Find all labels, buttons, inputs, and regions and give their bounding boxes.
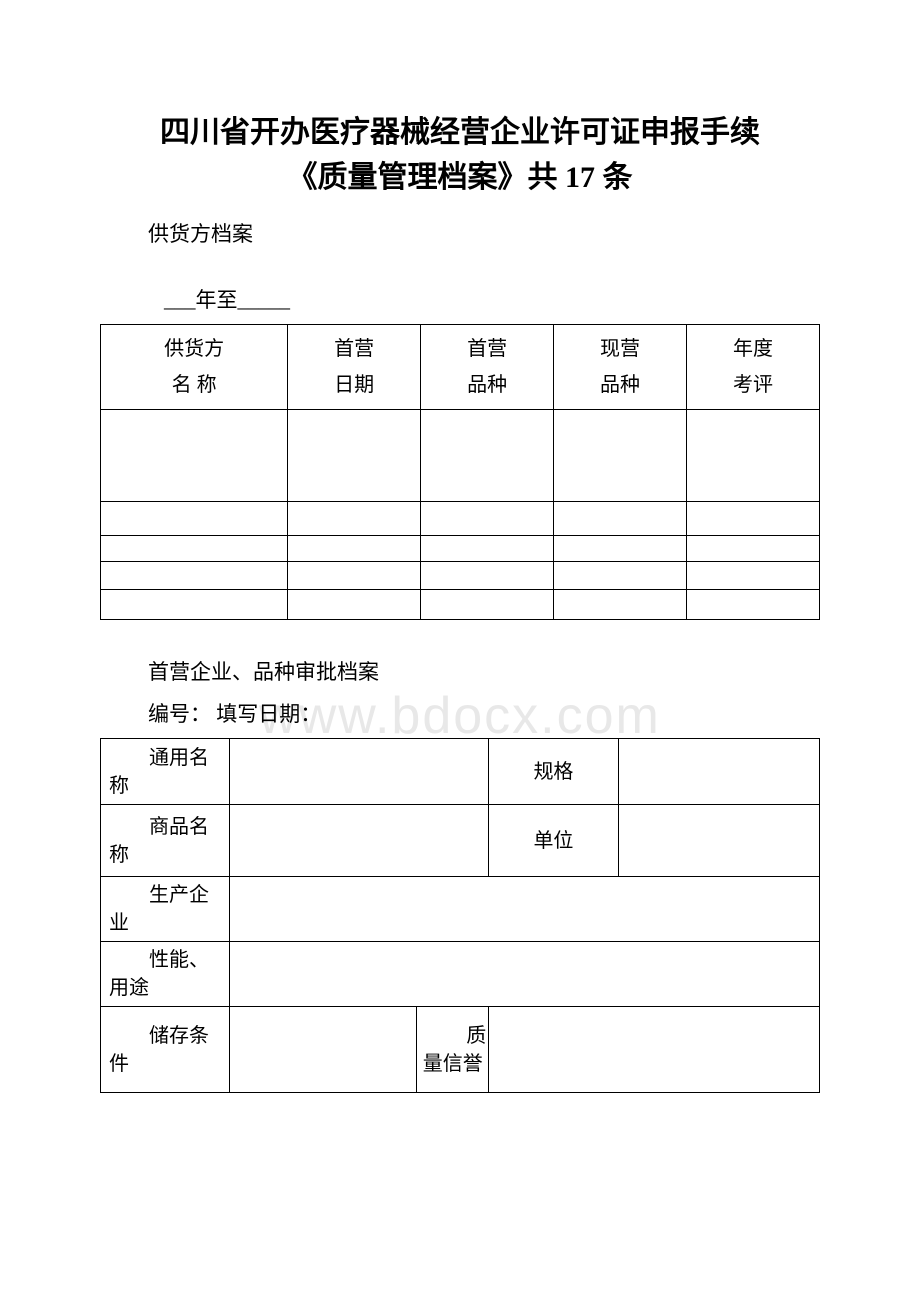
table-row: 通用名称 规格 bbox=[101, 739, 820, 805]
cell-storage bbox=[230, 1007, 417, 1093]
title-line1: 四川省开办医疗器械经营企业许可证申报手续 bbox=[160, 116, 760, 149]
col-annual-eval: 年度 考评 bbox=[687, 325, 820, 410]
table-row bbox=[101, 562, 820, 590]
meta-line: 编号： 填写日期： bbox=[148, 698, 820, 728]
table-row: 储存条件 质量信誉 bbox=[101, 1007, 820, 1093]
col-current-variety: 现营 品种 bbox=[554, 325, 687, 410]
cell-manufacturer bbox=[230, 877, 820, 942]
table-row bbox=[101, 536, 820, 562]
supplier-table: 供货方 名 称 首营 日期 首营 品种 现营 品种 年度 考评 bbox=[100, 324, 820, 620]
cell-quality bbox=[489, 1007, 820, 1093]
label-performance: 性能、用途 bbox=[101, 942, 230, 1007]
table-row: 性能、用途 bbox=[101, 942, 820, 1007]
cell-unit bbox=[618, 805, 819, 877]
section2-heading: 首营企业、品种审批档案 bbox=[148, 656, 820, 686]
cell-performance bbox=[230, 942, 820, 1007]
page-title: 四川省开办医疗器械经营企业许可证申报手续 《质量管理档案》共 17 条 bbox=[100, 110, 820, 200]
table-row: 商品名称 单位 bbox=[101, 805, 820, 877]
label-storage: 储存条件 bbox=[101, 1007, 230, 1093]
section1-heading: 供货方档案 bbox=[148, 218, 820, 248]
page-content: 四川省开办医疗器械经营企业许可证申报手续 《质量管理档案》共 17 条 供货方档… bbox=[0, 0, 920, 1133]
table-row bbox=[101, 410, 820, 502]
label-brand-name: 商品名称 bbox=[101, 805, 230, 877]
col-supplier-name: 供货方 名 称 bbox=[101, 325, 288, 410]
table-row: 生产企业 bbox=[101, 877, 820, 942]
title-line2: 《质量管理档案》共 17 条 bbox=[288, 161, 633, 194]
date-range: ___年至_____ bbox=[164, 284, 820, 314]
table-header-row: 供货方 名 称 首营 日期 首营 品种 现营 品种 年度 考评 bbox=[101, 325, 820, 410]
cell-spec bbox=[618, 739, 819, 805]
label-quality: 质量信誉 bbox=[417, 1007, 489, 1093]
table-row bbox=[101, 590, 820, 620]
col-first-variety: 首营 品种 bbox=[421, 325, 554, 410]
col-first-date: 首营 日期 bbox=[288, 325, 421, 410]
table-row bbox=[101, 502, 820, 536]
approval-table: 通用名称 规格 商品名称 单位 生产企业 性能、用途 储存条件 质量信誉 bbox=[100, 738, 820, 1093]
cell-brand-name bbox=[230, 805, 489, 877]
label-manufacturer: 生产企业 bbox=[101, 877, 230, 942]
label-unit: 单位 bbox=[489, 805, 618, 877]
label-generic-name: 通用名称 bbox=[101, 739, 230, 805]
cell-generic-name bbox=[230, 739, 489, 805]
label-spec: 规格 bbox=[489, 739, 618, 805]
